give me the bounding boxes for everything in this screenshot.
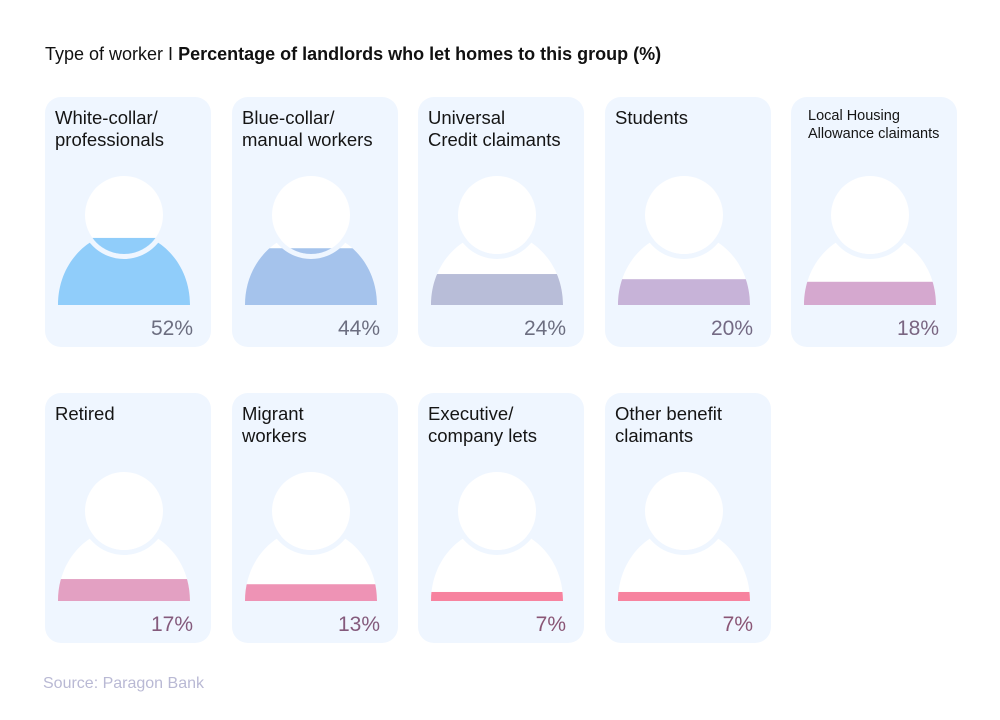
category-label-line: Local Housing (808, 108, 900, 124)
person-icon (804, 171, 936, 305)
chart-title: Type of worker I Percentage of landlords… (45, 44, 661, 65)
value-label: 18% (896, 317, 939, 340)
category-label-line: claimants (615, 425, 694, 446)
category-card: Migrant workers 13% (232, 393, 398, 643)
person-body (431, 528, 563, 601)
person-icon (58, 467, 190, 601)
value-fill (245, 584, 377, 601)
head-gap (80, 171, 168, 259)
category-card: Blue-collar/manual workers 44% (232, 97, 398, 347)
category-label-line: Students (615, 107, 689, 128)
category-label-line: Allowance claimants (808, 126, 940, 142)
category-label: White-collar/professionals (55, 107, 164, 151)
category-card: White-collar/professionals 52% (45, 97, 211, 347)
head-gap (267, 467, 355, 555)
person-head (458, 472, 536, 550)
category-label-line: Universal (428, 107, 506, 128)
value-fill (431, 591, 563, 601)
category-label: Other benefit claimants (615, 403, 722, 447)
category-label-line: Other benefit (615, 403, 722, 424)
person-head (458, 176, 536, 254)
person-icon (618, 467, 750, 601)
person-icon (58, 171, 190, 305)
head-gap (267, 171, 355, 259)
person-icon (431, 171, 563, 305)
title-prefix: Type of worker I (45, 44, 179, 64)
person-head (831, 176, 909, 254)
head-gap (640, 467, 728, 555)
value-fill (431, 274, 563, 305)
category-card: Other benefit claimants 7% (605, 393, 771, 643)
head-gap (80, 467, 168, 555)
head-gap (453, 171, 541, 259)
category-label-line: professionals (55, 129, 165, 150)
value-label: 20% (710, 317, 753, 340)
category-card: Local Housing Allowance claimants 18% (791, 97, 957, 347)
category-label-line: workers (242, 425, 307, 446)
category-label-line: Migrant (242, 403, 304, 424)
value-fill (58, 579, 190, 601)
person-icon (245, 467, 377, 601)
value-fill (618, 279, 750, 305)
person-body (245, 528, 377, 601)
title-main: Percentage of landlords who let homes to… (178, 44, 662, 64)
category-label-line: Executive/ (428, 403, 514, 424)
category-card: Students 20% (605, 97, 771, 347)
category-card: Retired 17% (45, 393, 211, 643)
person-head (645, 176, 723, 254)
category-label: Executive/company lets (428, 403, 537, 447)
person-body (618, 528, 750, 601)
value-label: 44% (337, 317, 380, 340)
head-gap (640, 171, 728, 259)
category-label: Universal Credit claimants (428, 107, 561, 151)
category-label-line: Blue-collar/ (242, 107, 335, 128)
category-label-line: Credit claimants (428, 129, 561, 150)
category-card: Executive/company lets 7% (418, 393, 584, 643)
person-head (272, 472, 350, 550)
person-icon (618, 171, 750, 305)
category-label-line: company lets (428, 425, 537, 446)
category-label-line: manual workers (242, 129, 373, 150)
head-gap (826, 171, 914, 259)
value-label: 24% (523, 317, 566, 340)
value-fill (804, 281, 936, 305)
person-head (645, 472, 723, 550)
category-label-line: White-collar/ (55, 107, 158, 128)
value-label: 13% (337, 613, 380, 636)
head-gap (453, 467, 541, 555)
person-head (272, 176, 350, 254)
value-label: 17% (150, 613, 193, 636)
person-icon (431, 467, 563, 601)
value-label: 7% (535, 613, 566, 636)
source-note: Source: Paragon Bank (43, 675, 204, 692)
category-label: Local Housing Allowance claimants (808, 107, 939, 143)
value-label: 52% (150, 317, 193, 340)
category-label: Blue-collar/manual workers (242, 107, 373, 151)
person-head (85, 472, 163, 550)
category-card: Universal Credit claimants 24% (418, 97, 584, 347)
value-fill (618, 591, 750, 601)
category-label-line: Retired (55, 403, 115, 424)
person-icon (245, 171, 377, 305)
value-label: 7% (722, 613, 753, 636)
category-label: Migrant workers (242, 403, 307, 447)
category-label: Retired (55, 403, 115, 425)
category-label: Students (615, 107, 688, 129)
